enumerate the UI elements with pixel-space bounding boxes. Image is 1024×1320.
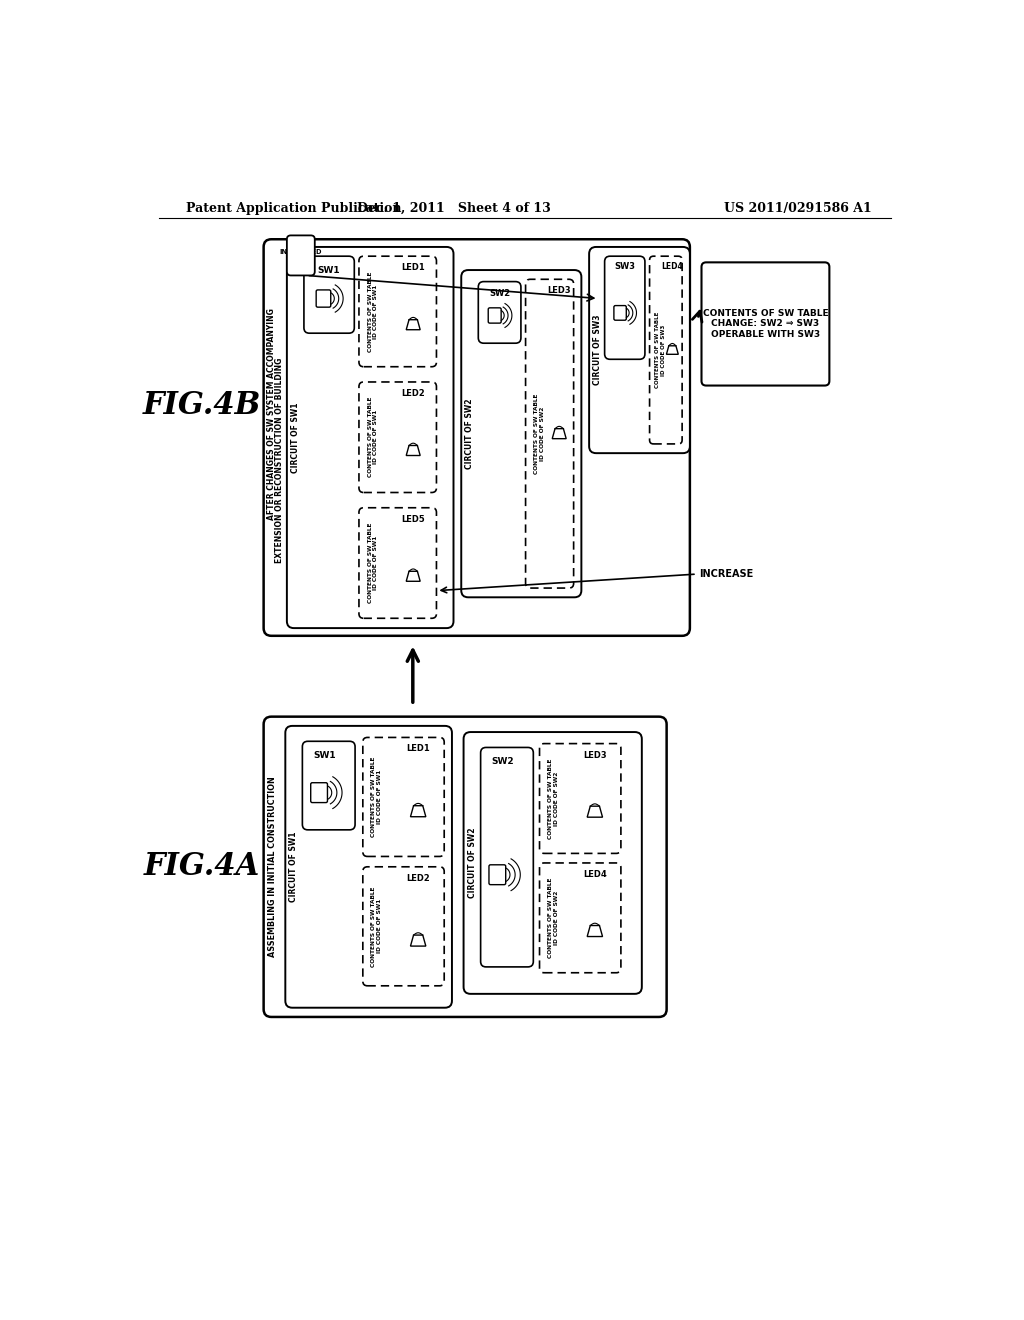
Text: LED3: LED3 <box>548 286 571 296</box>
Text: CONTENTS OF SW TABLE
ID CODE OF SW1: CONTENTS OF SW TABLE ID CODE OF SW1 <box>372 756 382 837</box>
FancyBboxPatch shape <box>540 743 621 854</box>
FancyBboxPatch shape <box>614 306 627 321</box>
Text: CONTENTS OF SW TABLE
ID CODE OF SW1: CONTENTS OF SW TABLE ID CODE OF SW1 <box>372 886 382 966</box>
Polygon shape <box>587 925 602 936</box>
FancyBboxPatch shape <box>316 290 331 308</box>
FancyBboxPatch shape <box>302 742 355 830</box>
FancyBboxPatch shape <box>464 733 642 994</box>
Polygon shape <box>411 805 426 817</box>
FancyBboxPatch shape <box>488 308 501 323</box>
Text: CONTENTS OF SW TABLE
CHANGE: SW2 ⇒ SW3
OPERABLE WITH SW3: CONTENTS OF SW TABLE CHANGE: SW2 ⇒ SW3 O… <box>702 309 828 339</box>
FancyBboxPatch shape <box>359 508 436 618</box>
FancyBboxPatch shape <box>286 726 452 1007</box>
FancyBboxPatch shape <box>359 381 436 492</box>
Text: Patent Application Publication: Patent Application Publication <box>186 202 401 215</box>
FancyBboxPatch shape <box>287 247 454 628</box>
Text: LED5: LED5 <box>401 515 425 524</box>
FancyBboxPatch shape <box>525 280 573 589</box>
FancyBboxPatch shape <box>362 867 444 986</box>
FancyBboxPatch shape <box>461 271 582 598</box>
FancyBboxPatch shape <box>304 256 354 333</box>
Text: LED2: LED2 <box>407 874 430 883</box>
Polygon shape <box>407 319 420 330</box>
FancyBboxPatch shape <box>287 235 314 276</box>
FancyBboxPatch shape <box>604 256 645 359</box>
Text: Dec. 1, 2011   Sheet 4 of 13: Dec. 1, 2011 Sheet 4 of 13 <box>356 202 550 215</box>
Text: AFTER CHANGES OF SW SYSTEM ACCOMPANYING: AFTER CHANGES OF SW SYSTEM ACCOMPANYING <box>267 309 275 520</box>
FancyBboxPatch shape <box>362 738 444 857</box>
FancyBboxPatch shape <box>701 263 829 385</box>
Text: SW1: SW1 <box>317 265 340 275</box>
FancyBboxPatch shape <box>649 256 682 444</box>
FancyBboxPatch shape <box>263 239 690 636</box>
Text: ASSEMBLING IN INITIAL CONSTRUCTION: ASSEMBLING IN INITIAL CONSTRUCTION <box>268 776 278 957</box>
Polygon shape <box>667 346 678 354</box>
Text: EXTENSION OR RECONSTRUCTION OF BUILDING: EXTENSION OR RECONSTRUCTION OF BUILDING <box>274 358 284 564</box>
Text: SW1: SW1 <box>313 751 336 759</box>
Text: LED4: LED4 <box>662 261 683 271</box>
Polygon shape <box>552 429 566 438</box>
Text: LED3: LED3 <box>583 751 606 759</box>
Text: INCREASE: INCREASE <box>699 569 754 579</box>
FancyBboxPatch shape <box>310 783 328 803</box>
Text: CIRCUIT OF SW3: CIRCUIT OF SW3 <box>593 314 602 385</box>
FancyBboxPatch shape <box>540 863 621 973</box>
Text: FIG.4B: FIG.4B <box>142 391 261 421</box>
Text: CIRCUIT OF SW1: CIRCUIT OF SW1 <box>291 403 300 473</box>
Text: CONTENTS OF SW TABLE
ID CODE OF SW1: CONTENTS OF SW TABLE ID CODE OF SW1 <box>368 397 378 478</box>
Text: CONTENTS OF SW TABLE
ID CODE OF SW2: CONTENTS OF SW TABLE ID CODE OF SW2 <box>535 393 545 474</box>
Text: SW2: SW2 <box>489 289 510 297</box>
Text: LED2: LED2 <box>401 389 425 399</box>
FancyBboxPatch shape <box>489 865 506 884</box>
Text: LED1: LED1 <box>401 263 425 272</box>
Polygon shape <box>411 935 426 946</box>
FancyBboxPatch shape <box>589 247 690 453</box>
Text: CONTENTS OF SW TABLE
ID CODE OF SW3: CONTENTS OF SW TABLE ID CODE OF SW3 <box>655 312 666 388</box>
FancyBboxPatch shape <box>359 256 436 367</box>
Polygon shape <box>407 445 420 455</box>
Text: CIRCUIT OF SW2: CIRCUIT OF SW2 <box>465 399 474 469</box>
Polygon shape <box>587 807 602 817</box>
FancyBboxPatch shape <box>478 281 521 343</box>
Text: CIRCUIT OF SW1: CIRCUIT OF SW1 <box>290 832 298 902</box>
Text: FIG.4A: FIG.4A <box>143 851 260 882</box>
Text: CONTENTS OF SW TABLE
ID CODE OF SW2: CONTENTS OF SW TABLE ID CODE OF SW2 <box>548 878 559 958</box>
Text: CONTENTS OF SW TABLE
ID CODE OF SW1: CONTENTS OF SW TABLE ID CODE OF SW1 <box>368 523 378 603</box>
Text: SW3: SW3 <box>614 263 635 272</box>
FancyBboxPatch shape <box>480 747 534 966</box>
Text: INCREASED
SW: INCREASED SW <box>280 249 323 261</box>
Text: US 2011/0291586 A1: US 2011/0291586 A1 <box>724 202 872 215</box>
Text: LED1: LED1 <box>407 744 430 754</box>
Text: CONTENTS OF SW TABLE
ID CODE OF SW1: CONTENTS OF SW TABLE ID CODE OF SW1 <box>368 271 378 351</box>
Text: SW2: SW2 <box>492 756 514 766</box>
Text: CIRCUIT OF SW2: CIRCUIT OF SW2 <box>468 828 476 898</box>
Text: CONTENTS OF SW TABLE
ID CODE OF SW2: CONTENTS OF SW TABLE ID CODE OF SW2 <box>548 758 559 838</box>
FancyBboxPatch shape <box>263 717 667 1016</box>
Text: LED4: LED4 <box>583 870 607 879</box>
Polygon shape <box>407 572 420 581</box>
